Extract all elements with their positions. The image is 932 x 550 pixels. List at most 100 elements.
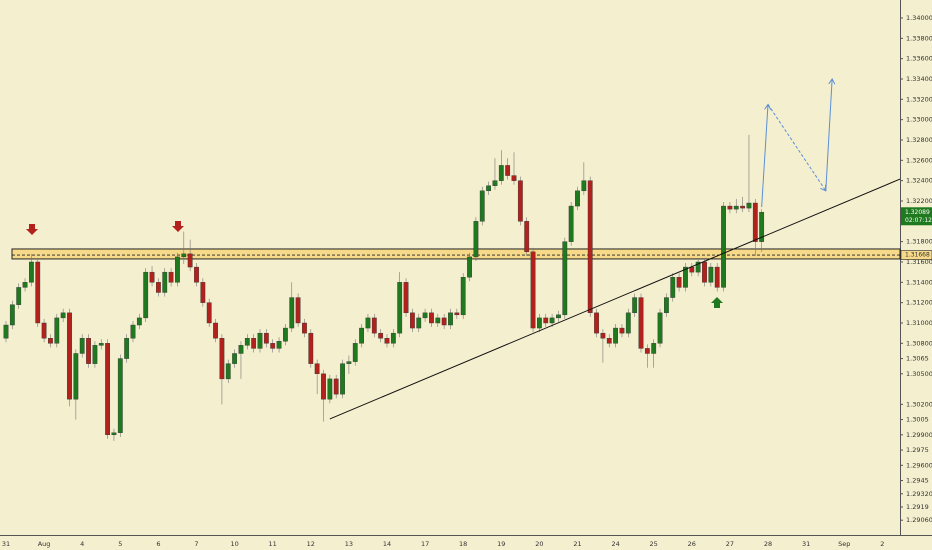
candle-body <box>175 256 180 283</box>
candle-body <box>638 297 644 349</box>
x-tick-label: 6 <box>156 540 160 548</box>
y-tick-label: 1.32800 <box>906 136 932 144</box>
candle-body <box>105 343 111 436</box>
candle-body <box>219 338 225 380</box>
x-tick-label: 24 <box>611 540 619 548</box>
candle-body <box>225 363 231 380</box>
candle-body <box>670 277 676 298</box>
projection-arrowhead <box>828 78 836 85</box>
candle-body <box>168 271 174 283</box>
candle-body <box>136 317 142 326</box>
x-tick-label: 25 <box>650 540 658 548</box>
candle-body <box>9 304 15 326</box>
x-tick-label: 4 <box>80 540 84 548</box>
candle-body <box>683 266 688 288</box>
y-tick-label: 1.29320 <box>906 490 932 498</box>
y-tick-label: 1.31200 <box>906 299 932 307</box>
y-tick-label: 1.29060 <box>906 516 932 524</box>
candle-body <box>3 324 9 339</box>
candle-body <box>314 363 320 375</box>
candle-body <box>498 165 504 181</box>
y-tick-label: 1.29600 <box>906 461 932 469</box>
x-tick-label: 28 <box>764 540 772 548</box>
candle-body <box>403 282 409 314</box>
last-price-box <box>901 207 932 226</box>
y-tick-label: 1.33400 <box>906 75 932 83</box>
candle-body <box>517 180 523 222</box>
candle-body <box>511 175 517 181</box>
projection-arrowhead <box>820 184 827 192</box>
candle-body <box>16 287 22 305</box>
candle-body <box>702 261 707 283</box>
y-tick-label: 1.30200 <box>906 400 932 408</box>
y-tick-label: 1.31400 <box>906 278 932 286</box>
candle-body <box>359 327 364 344</box>
candle-body <box>441 317 447 326</box>
candle-body <box>111 432 117 436</box>
candle-body <box>200 282 206 303</box>
candle-body <box>22 282 28 288</box>
candle-body <box>48 338 53 344</box>
candle-body <box>143 271 149 319</box>
candle-body <box>543 317 549 324</box>
countdown-label: 02:07:12 <box>905 217 932 224</box>
candle-body <box>454 312 460 316</box>
candle-body <box>238 345 244 354</box>
candle-body <box>333 378 339 395</box>
candle-body <box>327 378 333 400</box>
candle-body <box>505 165 511 176</box>
candle-body <box>416 317 422 329</box>
candle-body <box>378 332 384 339</box>
sell-arrow <box>172 221 184 232</box>
candle-body <box>695 261 701 273</box>
candle-body <box>492 180 498 186</box>
candle-body <box>79 338 85 354</box>
candle-body <box>352 343 358 362</box>
candle-body <box>270 343 276 349</box>
x-tick-label: Sep <box>838 540 850 548</box>
candle-body <box>460 277 466 316</box>
candle-body <box>283 327 288 342</box>
candle-body <box>86 338 91 364</box>
y-tick-label: 1.2945 <box>906 477 929 485</box>
candle-body <box>562 241 568 316</box>
candle-body <box>708 266 714 283</box>
candle-body <box>92 345 98 364</box>
candle-body <box>664 297 669 314</box>
y-tick-label: 1.2919 <box>906 503 929 511</box>
candle-body <box>752 202 758 242</box>
projection-line <box>761 104 769 208</box>
candle-body <box>422 312 428 319</box>
candle-body <box>346 361 352 364</box>
x-tick-label: 27 <box>726 540 734 548</box>
candle-body <box>410 312 415 329</box>
x-tick-label: 19 <box>497 540 505 548</box>
candle-body <box>263 332 269 344</box>
candle-body <box>537 317 542 329</box>
candle-body <box>130 324 136 339</box>
y-tick-label: 1.30800 <box>906 339 932 347</box>
sell-arrow <box>26 224 38 235</box>
candle-body <box>613 327 619 344</box>
candle-body <box>632 297 638 314</box>
candle-body <box>429 312 434 324</box>
candle-body <box>35 261 41 324</box>
candle-body <box>124 338 130 359</box>
candle-body <box>340 363 345 395</box>
candle-body <box>575 190 580 207</box>
candle-body <box>181 253 187 258</box>
candle-body <box>473 221 479 258</box>
candle-body <box>232 353 237 364</box>
x-tick-label: 31 <box>802 540 810 548</box>
y-tick-label: 1.3065 <box>906 355 929 363</box>
candle-body <box>721 205 726 288</box>
candle-body <box>435 317 441 324</box>
plot <box>3 78 901 441</box>
x-tick-label: 26 <box>688 540 696 548</box>
candle-body <box>530 251 536 329</box>
candle-body <box>524 221 530 253</box>
y-tick-label: 1.29900 <box>906 431 932 439</box>
x-tick-label: 13 <box>345 540 353 548</box>
x-tick-label: 31 <box>2 540 10 548</box>
candle-body <box>714 266 720 288</box>
